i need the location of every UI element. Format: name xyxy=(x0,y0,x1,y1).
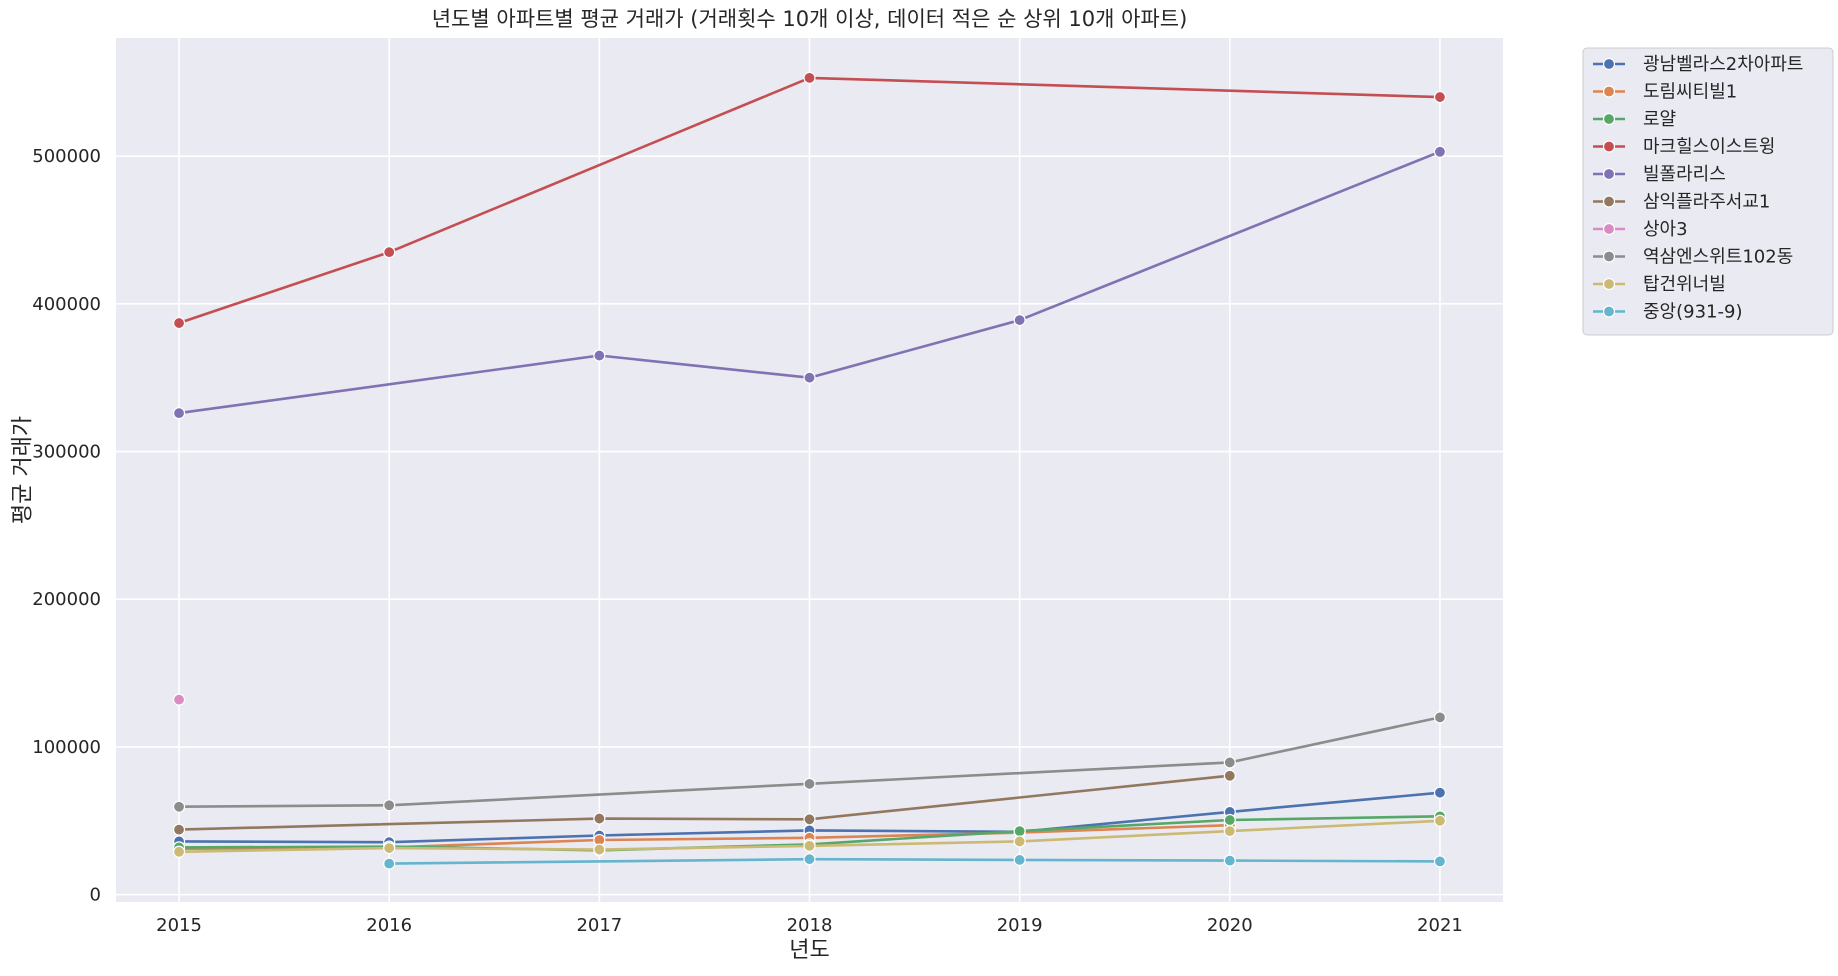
y-tick-label: 500000 xyxy=(32,146,101,167)
legend-label: 삼익플라주서교1 xyxy=(1643,192,1770,213)
data-point xyxy=(1223,854,1236,867)
legend-item: 마크힐스이스트윙 xyxy=(1593,137,1775,158)
data-point xyxy=(1223,756,1236,769)
data-point xyxy=(1013,313,1026,327)
data-point xyxy=(593,843,606,856)
data-point xyxy=(1223,769,1236,782)
series-layer xyxy=(172,71,1447,870)
legend-marker xyxy=(1602,250,1616,263)
x-tick-label: 2015 xyxy=(156,915,202,936)
data-point xyxy=(172,823,186,836)
legend-marker xyxy=(1602,222,1616,236)
series-line xyxy=(178,76,1441,325)
y-tick-label: 0 xyxy=(90,885,101,906)
data-point xyxy=(803,371,816,384)
x-tick-label: 2018 xyxy=(787,915,833,936)
x-axis-label: 년도 xyxy=(789,938,829,963)
y-tick-label: 100000 xyxy=(32,737,101,758)
data-point xyxy=(1433,711,1447,724)
data-point xyxy=(803,71,816,84)
legend-label: 중앙(931-9) xyxy=(1643,302,1742,323)
legend-item: 도림씨티빌1 xyxy=(1593,82,1737,103)
legend-item: 빌폴라리스 xyxy=(1593,164,1726,185)
legend-label: 역삼엔스위트102동 xyxy=(1643,247,1793,268)
y-tick-label: 300000 xyxy=(32,442,101,463)
data-point xyxy=(172,693,186,706)
data-point xyxy=(803,839,816,852)
data-point xyxy=(1433,855,1447,868)
data-point xyxy=(383,857,396,870)
legend-marker xyxy=(1602,305,1616,318)
data-point xyxy=(593,812,606,825)
data-point xyxy=(383,246,396,259)
legend-item: 역삼엔스위트102동 xyxy=(1593,247,1793,268)
legend-label: 광남벨라스2차아파트 xyxy=(1643,54,1804,75)
data-point xyxy=(593,349,606,362)
data-point xyxy=(172,407,186,420)
legend-item: 상아3 xyxy=(1593,219,1688,240)
legend-item: 탑건위너빌 xyxy=(1593,274,1726,295)
legend-item: 로얄 xyxy=(1593,109,1676,130)
data-point xyxy=(172,316,186,330)
y-tick-label: 400000 xyxy=(32,294,101,315)
data-point xyxy=(1433,814,1447,827)
legend-label: 로얄 xyxy=(1643,109,1676,130)
legend-item: 삼익플라주서교1 xyxy=(1593,192,1770,213)
legend-label: 마크힐스이스트윙 xyxy=(1643,137,1775,158)
data-point xyxy=(1223,825,1236,838)
legend-label: 상아3 xyxy=(1643,219,1688,240)
legend-item: 광남벨라스2차아파트 xyxy=(1593,54,1804,75)
chart-title: 년도별 아파트별 평균 거래가 (거래횟수 10개 이상, 데이터 적은 순 상… xyxy=(432,7,1188,31)
legend-label: 탑건위너빌 xyxy=(1643,274,1726,295)
data-point xyxy=(803,853,816,866)
data-point xyxy=(1013,835,1026,848)
data-point xyxy=(1223,813,1236,827)
series-group xyxy=(383,853,1447,870)
x-tick-label: 2020 xyxy=(1207,915,1253,936)
legend-marker xyxy=(1602,277,1616,291)
data-point xyxy=(383,841,396,855)
legend-marker xyxy=(1602,85,1616,98)
data-point xyxy=(383,799,396,812)
legend-marker xyxy=(1602,57,1616,71)
x-tick-label: 2021 xyxy=(1417,915,1463,936)
series-group xyxy=(172,814,1447,858)
legend-marker xyxy=(1602,112,1616,126)
series-group xyxy=(172,769,1236,836)
x-tick-label: 2017 xyxy=(576,915,622,936)
legend-label: 빌폴라리스 xyxy=(1643,164,1726,185)
y-tick-label: 200000 xyxy=(32,589,101,610)
series-group xyxy=(172,693,186,706)
grid-lines xyxy=(116,38,1503,902)
data-point xyxy=(1433,145,1447,158)
series-group xyxy=(172,145,1447,420)
series-line xyxy=(178,774,1230,831)
series-group xyxy=(172,711,1447,813)
series-group xyxy=(172,71,1447,330)
legend-frame xyxy=(1582,47,1834,336)
data-point xyxy=(1013,825,1026,838)
y-axis-label: 평균 거래가 xyxy=(11,416,36,524)
legend-marker xyxy=(1602,167,1616,181)
legend-item: 중앙(931-9) xyxy=(1593,302,1742,323)
data-point xyxy=(803,813,816,826)
data-point xyxy=(803,777,816,790)
legend-marker xyxy=(1602,140,1616,153)
data-point xyxy=(1013,853,1026,867)
legend-label: 도림씨티빌1 xyxy=(1643,82,1737,103)
data-point xyxy=(172,845,186,858)
x-tick-label: 2016 xyxy=(366,915,412,936)
x-tick-label: 2019 xyxy=(997,915,1043,936)
tick-labels: 2015 2016 2017 2018 2019 2020 2021 0 100000 20000… xyxy=(32,146,1463,936)
data-point xyxy=(1433,786,1447,799)
data-point xyxy=(1433,90,1447,104)
data-point xyxy=(172,800,186,813)
legend-marker xyxy=(1602,195,1616,208)
